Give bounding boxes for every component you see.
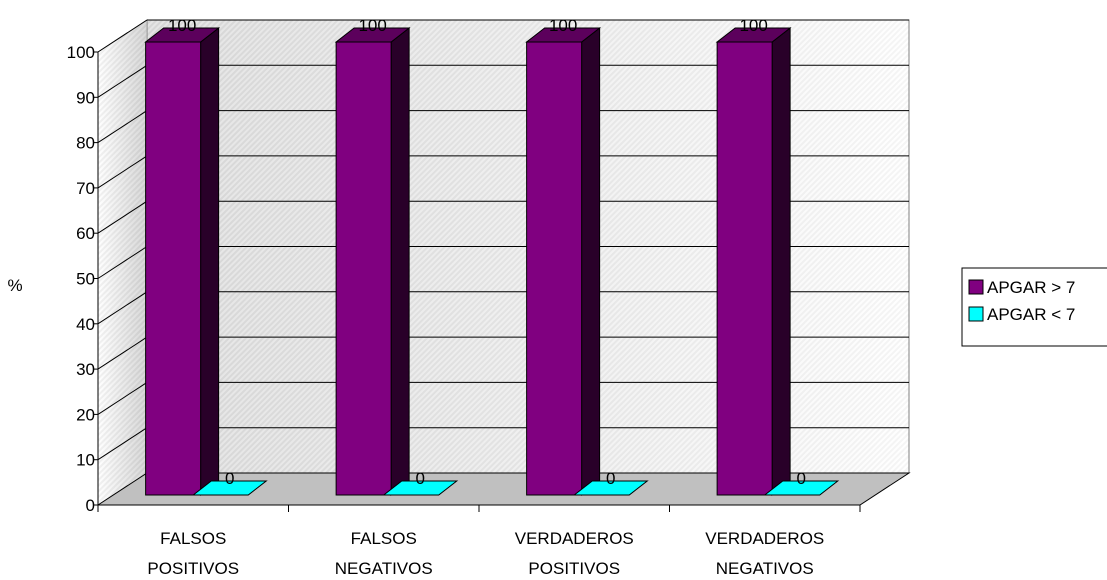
y-tick-label: 90 bbox=[76, 88, 95, 107]
legend-box bbox=[961, 267, 1107, 347]
y-tick-label: 80 bbox=[76, 134, 95, 153]
data-label: 0 bbox=[606, 469, 615, 488]
y-tick-label: 20 bbox=[76, 405, 95, 424]
gridline bbox=[97, 200, 148, 234]
data-label: 0 bbox=[416, 469, 425, 488]
x-tick-label: VERDADEROS POSITIVOS bbox=[515, 529, 634, 578]
gridline bbox=[97, 291, 148, 325]
y-tick-label: 70 bbox=[76, 179, 95, 198]
bar-side bbox=[200, 26, 220, 497]
legend-label: APGAR < 7 bbox=[987, 305, 1075, 324]
data-label: 0 bbox=[797, 469, 806, 488]
bar-front bbox=[526, 41, 583, 496]
y-axis: 0 10 20 30 40 50 60 70 80 90 100 bbox=[67, 43, 99, 515]
bar-top bbox=[144, 27, 221, 43]
data-label: 100 bbox=[549, 16, 577, 35]
legend-swatch bbox=[968, 306, 984, 322]
bar-front bbox=[716, 41, 773, 496]
y-tick-label: 60 bbox=[76, 224, 95, 243]
gridline bbox=[97, 155, 148, 189]
gridline bbox=[97, 246, 148, 279]
legend: APGAR > 7 APGAR < 7 bbox=[961, 267, 1107, 347]
bar-top bbox=[715, 27, 792, 43]
y-tick-label: 30 bbox=[76, 360, 95, 379]
bar bbox=[572, 480, 649, 496]
x-tick-label: VERDADEROS NEGATIVOS bbox=[705, 529, 824, 578]
bar-side bbox=[771, 26, 791, 497]
bar-top bbox=[572, 480, 649, 496]
gridline bbox=[97, 64, 148, 98]
bar bbox=[382, 480, 459, 496]
y-tick-label: 50 bbox=[76, 270, 95, 289]
bar bbox=[715, 26, 792, 497]
bar bbox=[191, 480, 268, 496]
y-axis-label: % bbox=[7, 276, 22, 295]
bar-front bbox=[145, 41, 202, 496]
gridline bbox=[97, 427, 148, 461]
y-tick-label: 0 bbox=[86, 496, 95, 515]
data-label: 0 bbox=[225, 469, 234, 488]
y-tick-label: 10 bbox=[76, 451, 95, 470]
y-tick-label: 40 bbox=[76, 315, 95, 334]
bar-side bbox=[390, 26, 410, 497]
bar-top bbox=[382, 480, 459, 496]
data-labels: 100 0 100 0 100 0 100 0 bbox=[168, 16, 806, 488]
bar bbox=[144, 26, 221, 497]
y-tick-label: 100 bbox=[67, 43, 95, 62]
bar-top bbox=[334, 27, 411, 43]
bar bbox=[334, 26, 411, 497]
bar bbox=[525, 26, 602, 497]
data-label: 100 bbox=[739, 16, 767, 35]
x-tick-label: FALSOS POSITIVOS bbox=[147, 529, 239, 578]
bar-top bbox=[525, 27, 602, 43]
y-ticks: 0 10 20 30 40 50 60 70 80 90 100 bbox=[67, 43, 98, 515]
x-tick-label: FALSOS NEGATIVOS bbox=[335, 529, 433, 578]
gridline bbox=[97, 381, 148, 415]
x-axis: FALSOS POSITIVOS FALSOS NEGATIVOS VERDADEROS… bbox=[97, 504, 861, 578]
bar-top bbox=[191, 480, 268, 496]
legend-swatch bbox=[968, 279, 984, 295]
bar-top bbox=[763, 480, 840, 496]
gridline bbox=[97, 19, 148, 53]
bar bbox=[763, 480, 840, 496]
legend-label: APGAR > 7 bbox=[987, 278, 1075, 297]
bars bbox=[144, 26, 840, 497]
bar-side bbox=[581, 26, 601, 497]
gridline bbox=[97, 336, 148, 370]
data-label: 100 bbox=[168, 16, 196, 35]
data-label: 100 bbox=[358, 16, 386, 35]
x-ticks: FALSOS POSITIVOS FALSOS NEGATIVOS VERDADEROS… bbox=[97, 505, 861, 578]
bar-front bbox=[335, 41, 392, 496]
gridline bbox=[97, 110, 148, 144]
